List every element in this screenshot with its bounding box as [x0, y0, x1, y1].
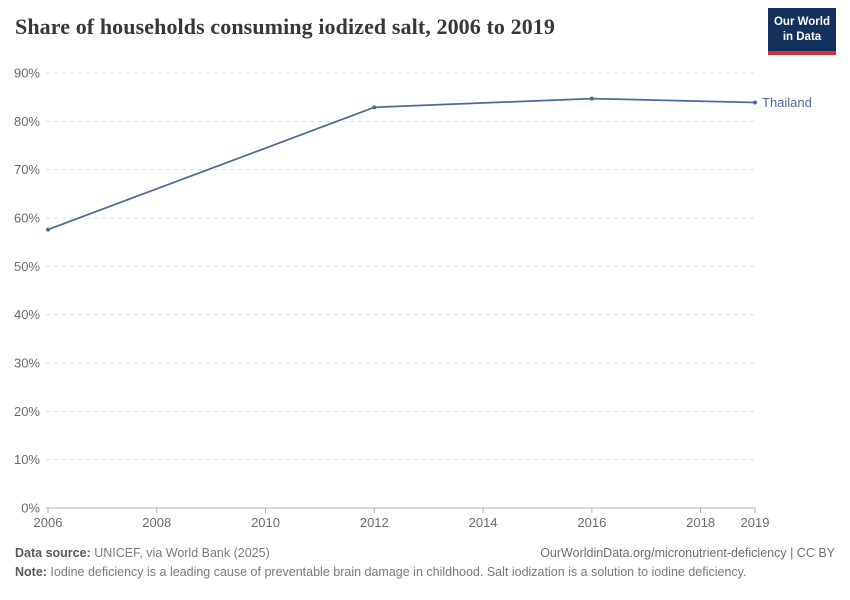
chart-title: Share of households consuming iodized sa… [15, 14, 555, 39]
data-point [46, 227, 50, 232]
series-line-thailand [47, 97, 756, 231]
note-text: Iodine deficiency is a leading cause of … [46, 565, 747, 579]
line-chart: 0% 10% 20% 30% 40% 50% 60% 70% 80% 90% 2006 2008 201… [14, 66, 812, 531]
x-tick-label: 2014 [469, 515, 498, 530]
y-tick-label: 0% [21, 501, 40, 516]
y-tick-label: 50% [14, 259, 40, 274]
y-tick-label: 90% [14, 66, 40, 81]
chart-canvas: 0% 10% 20% 30% 40% 50% 60% 70% 80% 90% 2006 2008 201… [0, 55, 850, 540]
chart-footer: Data source: UNICEF, via World Bank (202… [15, 546, 835, 579]
data-source-label: Data source: [15, 546, 91, 560]
y-tick-label: 10% [14, 452, 40, 467]
data-source: Data source: UNICEF, via World Bank (202… [15, 546, 270, 560]
note-label: Note: [15, 565, 47, 579]
x-tick-label: 2012 [360, 515, 389, 530]
data-source-text: UNICEF, via World Bank (2025) [90, 546, 270, 560]
y-tick-label: 60% [14, 211, 40, 226]
y-tick-label: 30% [14, 356, 40, 371]
y-tick-label: 70% [14, 162, 40, 177]
y-tick-label: 80% [14, 114, 40, 129]
owid-logo-line2: in Data [782, 30, 822, 43]
note: Note: Iodine deficiency is a leading cau… [15, 565, 746, 579]
x-tick-label: 2010 [251, 515, 280, 530]
owid-logo-line1: Our World [773, 15, 830, 28]
x-tick-label: 2006 [34, 515, 63, 530]
x-tick-label: 2008 [142, 515, 171, 530]
data-point [589, 96, 594, 101]
y-tick-label: 20% [14, 404, 40, 419]
series-label-thailand: Thailand [762, 95, 812, 110]
x-tick-label: 2019 [741, 515, 770, 530]
y-tick-label: 40% [14, 307, 40, 322]
x-tick-label: 2018 [686, 515, 715, 530]
owid-url-link[interactable]: OurWorldinData.org/micronutrient-deficie… [540, 546, 835, 560]
x-tick-label: 2016 [577, 515, 606, 530]
owid-logo: Our World in Data [768, 8, 836, 55]
data-point [753, 100, 757, 105]
data-point [372, 105, 377, 110]
